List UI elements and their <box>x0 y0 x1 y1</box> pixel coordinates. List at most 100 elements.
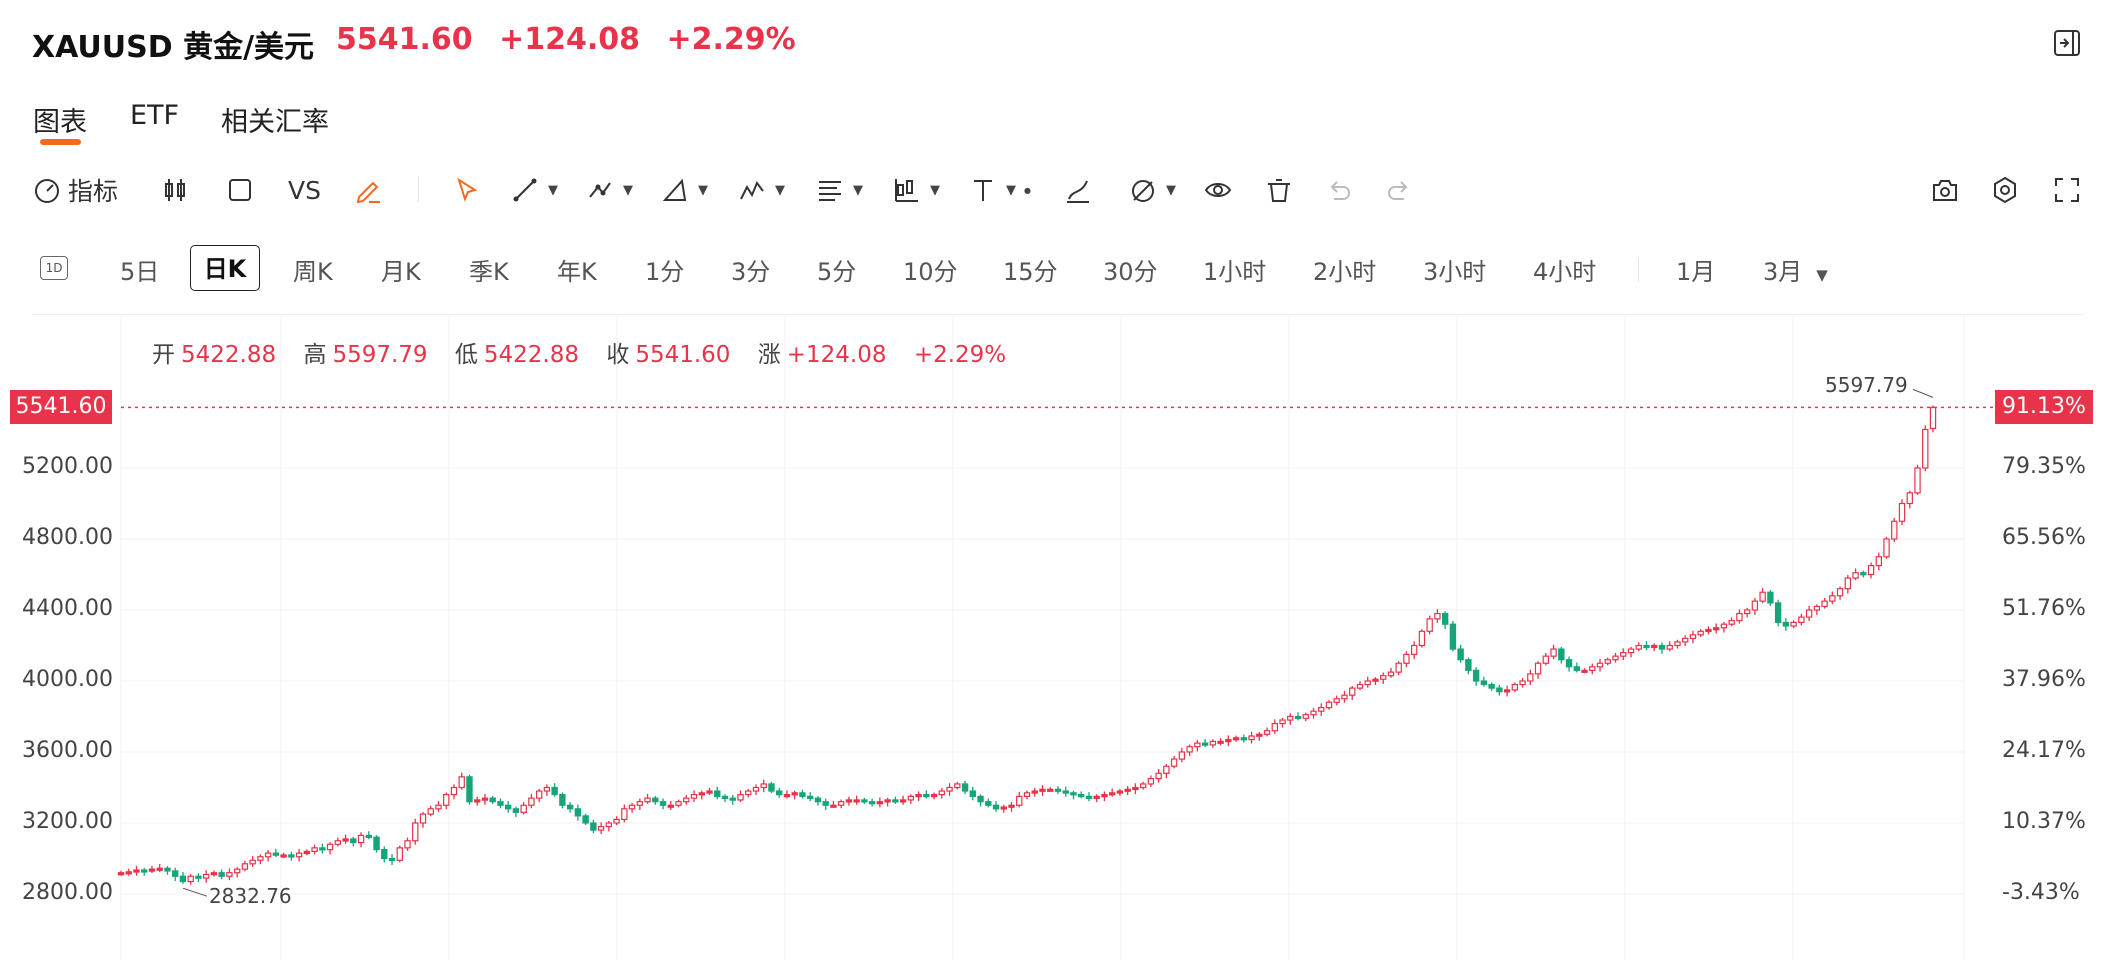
candle-body <box>419 813 427 824</box>
candle-body <box>915 794 922 798</box>
candle-body <box>899 799 907 803</box>
indicators-button[interactable]: 指标 <box>32 170 118 210</box>
candle-body <box>141 869 148 873</box>
gauge-icon <box>32 175 62 205</box>
candlestick-chart[interactable] <box>0 315 2110 960</box>
period-5min[interactable]: 5分 <box>817 258 857 286</box>
candle-body <box>1232 737 1240 741</box>
candle-body <box>861 799 868 803</box>
candle-body <box>768 783 775 792</box>
candle-body <box>667 804 674 808</box>
candle-body <box>319 847 326 851</box>
candle-body <box>814 797 822 803</box>
candle-body <box>776 790 783 796</box>
pattern-tool-button[interactable]: ▼ <box>892 170 940 210</box>
candle-body <box>257 856 264 861</box>
candle-body <box>938 790 946 796</box>
collapse-panel-icon[interactable] <box>2052 28 2082 58</box>
candle-body <box>1209 740 1217 746</box>
cursor-icon[interactable] <box>452 170 482 210</box>
candle-body <box>295 852 303 858</box>
settings-icon[interactable] <box>1990 170 2020 210</box>
candle-body <box>373 836 380 851</box>
brush-icon[interactable] <box>1063 170 1093 210</box>
tab-related-fx[interactable]: 相关汇率 <box>221 107 329 138</box>
period-3hour[interactable]: 3小时 <box>1423 258 1487 286</box>
candle-body <box>1612 655 1619 661</box>
candle-body <box>1674 641 1681 647</box>
candle-body <box>799 792 806 797</box>
period-3min[interactable]: 3分 <box>731 258 771 286</box>
candle-body <box>1852 572 1859 579</box>
period-15min[interactable]: 15分 <box>1003 258 1058 286</box>
candle-body <box>597 825 605 831</box>
period-yearly-k[interactable]: 年K <box>557 258 597 286</box>
undo-icon[interactable] <box>1324 170 1354 210</box>
pencil-icon[interactable] <box>353 170 383 210</box>
period-1d-icon[interactable]: 1D <box>40 256 68 280</box>
ohlc-readout: 开 5422.88 高 5597.79 低 5422.88 收 5541.60 涨 +12… <box>152 335 1026 369</box>
candle-body <box>961 783 969 792</box>
period-weekly-k[interactable]: 周K <box>293 258 333 286</box>
candle-body <box>1256 733 1263 737</box>
period-10min[interactable]: 10分 <box>903 258 958 286</box>
camera-icon[interactable] <box>1930 170 1960 210</box>
candle-body <box>1201 742 1209 746</box>
candle-body <box>1434 612 1441 620</box>
candle-body <box>1263 730 1271 735</box>
period-daily-k[interactable]: 日K <box>190 245 260 291</box>
period-monthly-k[interactable]: 月K <box>381 258 421 286</box>
candle-body <box>210 872 218 876</box>
candle-body <box>427 808 434 815</box>
candle-body <box>1054 788 1062 792</box>
price-change: +124.08 <box>499 22 640 57</box>
period-quarterly-k[interactable]: 季K <box>469 258 509 286</box>
period-5d[interactable]: 5日 <box>120 258 160 286</box>
candle-body <box>1178 751 1186 760</box>
triangle-tool-button[interactable]: ▼ <box>660 170 708 210</box>
square-icon[interactable] <box>225 170 255 210</box>
redo-icon[interactable] <box>1384 170 1414 210</box>
candle-body <box>412 822 419 842</box>
pct-axis-tick-label: -3.43% <box>2002 880 2080 905</box>
eye-icon[interactable] <box>1203 170 1233 210</box>
candle-body <box>837 801 845 806</box>
text-tool-button[interactable]: ▼ ● <box>968 170 1031 210</box>
candle-body <box>1403 653 1410 664</box>
candle-body <box>1836 588 1844 597</box>
candle-body <box>1651 644 1658 649</box>
candle-body <box>714 790 721 797</box>
candle-body <box>1000 806 1007 810</box>
wave-tool-button[interactable]: ▼ <box>737 170 785 210</box>
period-3month-dropdown[interactable]: 3月 ▼ <box>1763 252 1828 287</box>
candle-body <box>396 847 403 861</box>
period-1min[interactable]: 1分 <box>645 258 685 286</box>
candle-body <box>566 804 574 810</box>
magnet-tool-button[interactable]: ▼ <box>1128 170 1176 210</box>
period-1hour[interactable]: 1小时 <box>1203 258 1267 286</box>
candle-body <box>1798 616 1805 624</box>
last-pct-badge: 91.13% <box>1995 390 2093 424</box>
period-2hour[interactable]: 2小时 <box>1313 258 1377 286</box>
candle-body <box>1410 644 1418 655</box>
multi-line-tool-button[interactable]: ▼ <box>585 170 633 210</box>
candle-body <box>1519 680 1526 686</box>
trash-icon[interactable] <box>1264 170 1294 210</box>
period-30min[interactable]: 30分 <box>1103 258 1158 286</box>
fib-tool-button[interactable]: ▼ <box>815 170 863 210</box>
candle-body <box>659 801 667 806</box>
candle-body <box>303 850 311 855</box>
y-axis-tick-label: 3600.00 <box>22 738 113 763</box>
period-1month[interactable]: 1月 <box>1676 258 1716 286</box>
tab-chart[interactable]: 图表 <box>33 107 87 138</box>
tab-etf[interactable]: ETF <box>130 100 180 131</box>
fullscreen-icon[interactable] <box>2052 170 2082 210</box>
candlestick-icon[interactable] <box>160 170 190 210</box>
y-axis-tick-label: 2800.00 <box>22 880 113 905</box>
period-4hour[interactable]: 4小时 <box>1533 258 1597 286</box>
candle-body <box>458 776 465 789</box>
line-tool-button[interactable]: ▼ <box>510 170 558 210</box>
candle-body <box>1349 687 1356 696</box>
candle-body <box>1333 698 1340 703</box>
compare-button[interactable]: VS <box>288 170 321 210</box>
